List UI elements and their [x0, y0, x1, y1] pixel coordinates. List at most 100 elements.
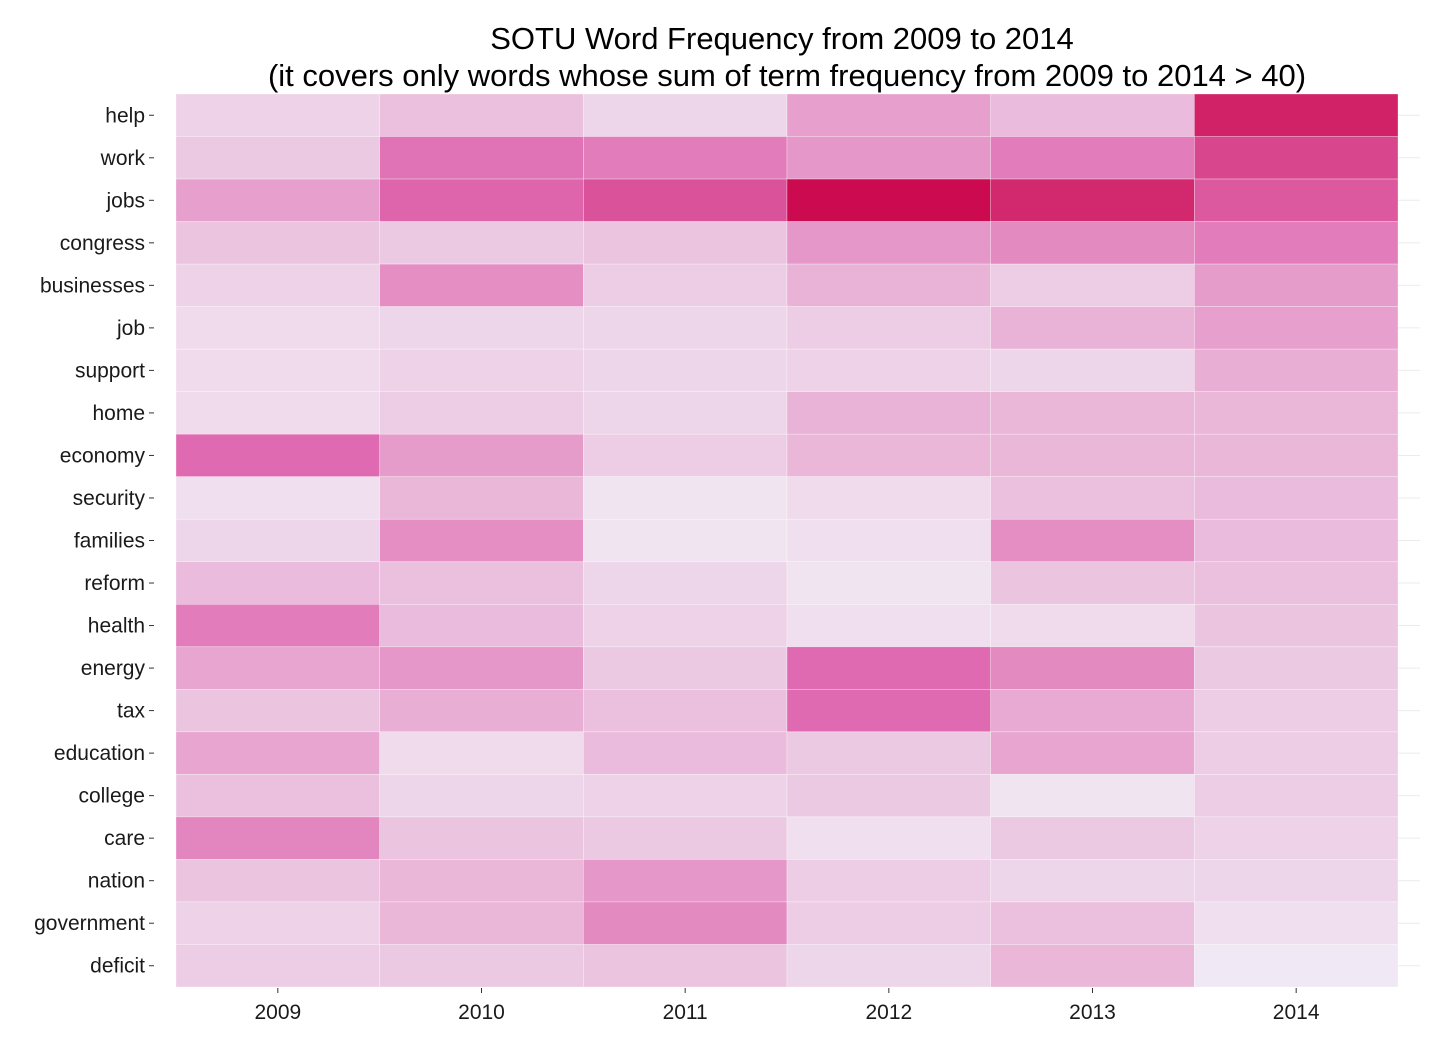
cell-help-2009	[175, 93, 380, 137]
cell-congress-2013	[990, 221, 1195, 265]
cell-businesses-2009	[175, 263, 380, 307]
cell-deficit-2009	[175, 944, 380, 988]
cell-college-2014	[1194, 774, 1399, 818]
cell-education-2010	[379, 731, 584, 775]
cell-security-2010	[379, 476, 584, 520]
x-tick-label-2012: 2012	[865, 1001, 912, 1024]
cell-energy-2012	[786, 646, 991, 690]
x-axis: 2009 2010 2011 2012 2013 2014	[254, 988, 1320, 1024]
cell-deficit-2013	[990, 944, 1195, 988]
cell-health-2014	[1194, 603, 1399, 648]
x-tick-label-2014: 2014	[1273, 1001, 1320, 1024]
cell-reform-2012	[786, 561, 991, 605]
cell-support-2012	[786, 348, 991, 392]
cell-congress-2011	[583, 221, 788, 265]
cell-job-2009	[175, 306, 380, 350]
cell-nation-2010	[379, 859, 584, 903]
cell-government-2011	[583, 901, 788, 945]
cell-help-2011	[583, 93, 788, 137]
cell-tax-2009	[175, 689, 380, 733]
cell-job-2011	[583, 306, 788, 350]
cell-support-2010	[379, 348, 584, 392]
cell-security-2009	[175, 476, 380, 520]
cell-nation-2009	[175, 859, 380, 903]
cell-energy-2010	[379, 646, 584, 690]
cell-families-2014	[1194, 518, 1399, 563]
cell-government-2012	[786, 901, 991, 945]
y-tick-label-congress: congress	[60, 232, 145, 255]
cell-nation-2012	[786, 859, 991, 903]
cell-government-2013	[990, 901, 1195, 945]
cell-reform-2009	[175, 561, 380, 605]
cell-support-2013	[990, 348, 1195, 392]
cell-care-2010	[379, 816, 584, 860]
y-tick-label-economy: economy	[60, 444, 146, 467]
y-tick-label-college: college	[78, 785, 145, 808]
cell-education-2012	[786, 731, 991, 775]
cell-help-2014	[1194, 93, 1399, 137]
cell-college-2013	[990, 774, 1195, 818]
cell-nation-2014	[1194, 859, 1399, 903]
cell-home-2010	[379, 391, 584, 435]
y-tick-label-education: education	[54, 742, 145, 765]
cell-economy-2014	[1194, 433, 1399, 478]
cell-businesses-2014	[1194, 263, 1399, 307]
y-tick-label-nation: nation	[88, 870, 145, 893]
cell-college-2012	[786, 774, 991, 818]
cell-health-2011	[583, 603, 788, 648]
cell-families-2010	[379, 518, 584, 563]
y-tick-label-help: help	[105, 104, 145, 127]
cell-security-2013	[990, 476, 1195, 520]
cell-tax-2012	[786, 689, 991, 733]
y-tick-label-care: care	[104, 827, 145, 850]
cell-economy-2012	[786, 433, 991, 478]
cell-education-2013	[990, 731, 1195, 775]
y-tick-label-reform: reform	[84, 572, 145, 595]
cell-jobs-2010	[379, 178, 584, 222]
cell-economy-2011	[583, 433, 788, 478]
cell-support-2014	[1194, 348, 1399, 392]
cell-jobs-2011	[583, 178, 788, 222]
cell-businesses-2012	[786, 263, 991, 307]
cell-help-2010	[379, 93, 584, 137]
y-tick-label-work: work	[100, 147, 146, 170]
cell-tax-2010	[379, 689, 584, 733]
cell-tax-2011	[583, 689, 788, 733]
cell-economy-2009	[175, 433, 380, 478]
cell-deficit-2010	[379, 944, 584, 988]
cell-work-2009	[175, 136, 380, 180]
cell-jobs-2013	[990, 178, 1195, 222]
cell-health-2009	[175, 603, 380, 648]
y-tick-label-tax: tax	[117, 700, 146, 723]
cell-security-2014	[1194, 476, 1399, 520]
cell-health-2013	[990, 603, 1195, 648]
cell-businesses-2013	[990, 263, 1195, 307]
cell-security-2011	[583, 476, 788, 520]
y-tick-label-job: job	[116, 317, 145, 340]
cell-families-2012	[786, 518, 991, 563]
cell-energy-2011	[583, 646, 788, 690]
cell-care-2011	[583, 816, 788, 860]
cell-jobs-2014	[1194, 178, 1399, 222]
y-tick-label-government: government	[34, 912, 145, 935]
cell-deficit-2011	[583, 944, 788, 988]
cell-home-2012	[786, 391, 991, 435]
cell-college-2011	[583, 774, 788, 818]
x-tick-label-2010: 2010	[458, 1001, 505, 1024]
y-tick-label-health: health	[88, 615, 145, 638]
y-tick-label-security: security	[73, 487, 146, 510]
cell-help-2012	[786, 93, 991, 137]
cell-home-2011	[583, 391, 788, 435]
y-tick-label-deficit: deficit	[90, 955, 145, 978]
cell-reform-2014	[1194, 561, 1399, 605]
y-tick-label-home: home	[92, 402, 145, 425]
cell-congress-2014	[1194, 221, 1399, 265]
x-tick-label-2013: 2013	[1069, 1001, 1116, 1024]
cell-health-2010	[379, 603, 584, 648]
cell-home-2014	[1194, 391, 1399, 435]
cell-support-2011	[583, 348, 788, 392]
cell-help-2013	[990, 93, 1195, 137]
cell-government-2010	[379, 901, 584, 945]
